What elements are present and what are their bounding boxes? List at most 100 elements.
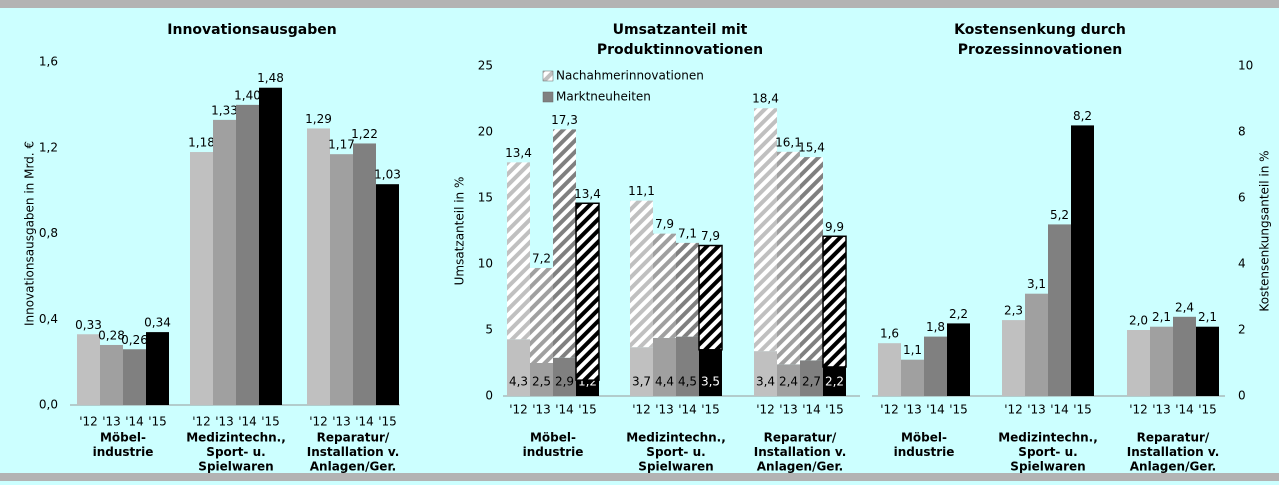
year-label: '12 — [192, 415, 211, 429]
bar-segment — [698, 244, 723, 351]
year-label: '15 — [578, 403, 597, 417]
chart-title: Innovationsausgaben — [167, 22, 336, 38]
bar — [353, 143, 376, 405]
value-label: 2,7 — [802, 375, 821, 389]
bar-segment — [507, 162, 530, 340]
bar-segment — [630, 347, 653, 396]
year-label: '15 — [378, 415, 397, 429]
year-label: '12 — [309, 415, 328, 429]
category-label: Reparatur/ — [317, 431, 390, 445]
bar — [376, 184, 399, 405]
value-label: 1,40 — [234, 88, 261, 102]
value-label: 1,33 — [211, 103, 238, 117]
category-label: Anlagen/Ger. — [757, 460, 843, 474]
value-label: 1,17 — [328, 138, 355, 152]
year-label: '14 — [678, 403, 697, 417]
value-label: 4,5 — [678, 375, 697, 389]
value-label: 4,4 — [655, 375, 674, 389]
value-label: 1,1 — [903, 343, 922, 357]
bar — [236, 104, 259, 405]
bar — [100, 344, 123, 405]
y-axis-label: Kostensenkungsanteil in % — [1258, 150, 1272, 311]
value-label: 2,1 — [1198, 310, 1217, 324]
category-label: Anlagen/Ger. — [310, 460, 396, 474]
value-label: 13,4 — [505, 146, 532, 160]
value-label: 2,9 — [555, 375, 574, 389]
bar — [190, 152, 213, 405]
value-label: 1,18 — [188, 136, 215, 150]
category-label: Medizintechn., — [998, 431, 1098, 445]
value-label: 2,5 — [532, 375, 551, 389]
bar-segment — [553, 129, 576, 358]
year-label: '14 — [1050, 403, 1069, 417]
year-label: '13 — [532, 403, 551, 417]
year-label: '14 — [355, 415, 374, 429]
category-label: Medizintechn., — [186, 431, 286, 445]
value-label: 3,1 — [1027, 277, 1046, 291]
value-label: 0,26 — [121, 333, 148, 347]
bar-segment — [777, 364, 800, 396]
y-tick-label: 8 — [1238, 125, 1246, 139]
value-label: 2,4 — [779, 375, 798, 389]
y-axis-label: Innovationsausgaben in Mrd. € — [23, 141, 37, 326]
year-label: '12 — [756, 403, 775, 417]
value-label: 7,9 — [655, 217, 674, 231]
year-label: '15 — [1073, 403, 1092, 417]
y-tick-label: 1,2 — [39, 140, 58, 154]
value-label: 3,4 — [756, 375, 775, 389]
category-label: Installation v. — [754, 445, 847, 459]
value-label: 3,7 — [632, 375, 651, 389]
bottom-band — [0, 473, 1279, 481]
bar-segment — [553, 357, 576, 396]
bar — [901, 359, 924, 396]
value-label: 1,6 — [880, 327, 899, 341]
bar-segment — [777, 151, 800, 365]
year-label: '12 — [1004, 403, 1023, 417]
bar-segment — [754, 108, 777, 352]
y-tick-label: 0,0 — [39, 398, 58, 412]
bar-segment — [800, 360, 823, 396]
year-label: '12 — [79, 415, 98, 429]
bar — [1196, 326, 1219, 396]
legend-label: Nachahmerinnovationen — [556, 69, 704, 83]
year-label: '13 — [332, 415, 351, 429]
value-label: 15,4 — [798, 141, 825, 155]
year-label: '14 — [802, 403, 821, 417]
value-label: 11,1 — [628, 184, 655, 198]
bar-segment — [653, 337, 676, 396]
value-label: 1,29 — [305, 112, 332, 126]
legend-swatch — [542, 91, 554, 103]
year-label: '12 — [632, 403, 651, 417]
bar-segment — [630, 200, 653, 348]
year-label: '13 — [655, 403, 674, 417]
value-label: 5,2 — [1050, 208, 1069, 222]
bar-segment — [530, 363, 553, 396]
category-label: Möbel- — [100, 431, 146, 445]
category-label: Installation v. — [1127, 445, 1220, 459]
bar-segment — [507, 339, 530, 396]
value-label: 2,0 — [1129, 314, 1148, 328]
bar — [1002, 320, 1025, 396]
value-label: 1,03 — [374, 168, 401, 182]
bar-segment — [576, 380, 599, 396]
year-label: '12 — [1129, 403, 1148, 417]
value-label: 2,3 — [1004, 304, 1023, 318]
value-label: 1,8 — [926, 320, 945, 334]
bar — [878, 343, 901, 396]
category-label: Spielwaren — [1010, 460, 1085, 474]
category-label: Sport- u. — [646, 445, 705, 459]
year-label: '13 — [215, 415, 234, 429]
bar-segment — [575, 202, 600, 381]
value-label: 7,9 — [701, 229, 720, 243]
value-label: 1,22 — [351, 127, 378, 141]
y-tick-label: 5 — [485, 323, 493, 337]
year-label: '14 — [926, 403, 945, 417]
year-label: '12 — [880, 403, 899, 417]
bar-segment — [676, 242, 699, 337]
category-label: Installation v. — [307, 445, 400, 459]
y-tick-label: 0,8 — [39, 226, 58, 240]
bar — [1127, 330, 1150, 396]
value-label: 2,2 — [825, 375, 844, 389]
y-tick-label: 0 — [1238, 389, 1246, 403]
